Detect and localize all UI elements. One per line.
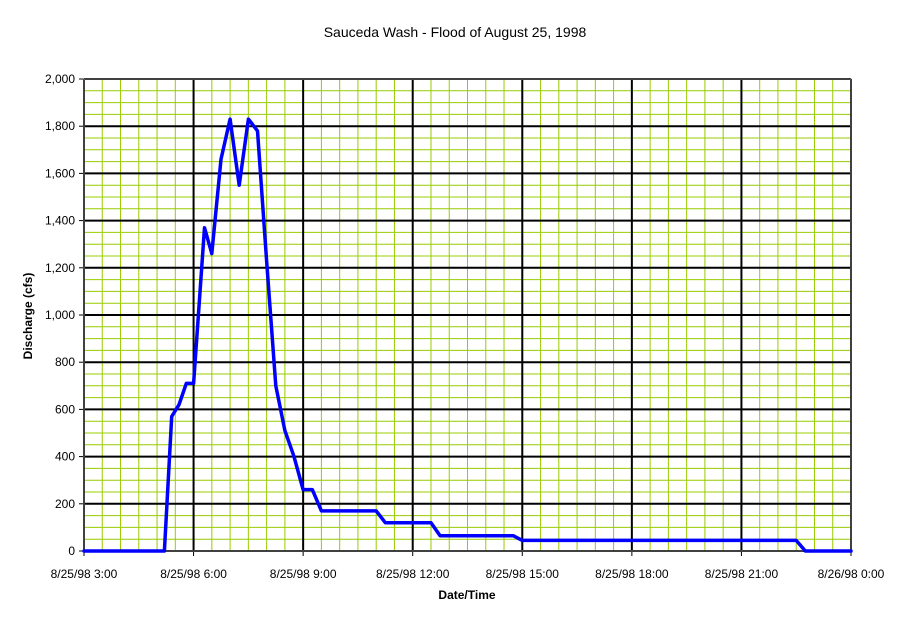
- y-tick-label: 1,000: [45, 308, 75, 322]
- y-axis-title: Discharge (cfs): [21, 273, 35, 360]
- x-tick-label: 8/25/98 3:00: [51, 567, 118, 581]
- plot-area: [79, 78, 853, 556]
- x-tick-label: 8/25/98 6:00: [160, 567, 227, 581]
- x-tick-label: 8/25/98 18:00: [595, 567, 669, 581]
- x-tick-label: 8/25/98 21:00: [705, 567, 779, 581]
- y-tick-label: 1,800: [45, 119, 75, 133]
- y-tick-label: 200: [55, 497, 75, 511]
- discharge-series-line: [82, 117, 853, 553]
- x-axis-title: Date/Time: [438, 588, 495, 602]
- x-tick-label: 8/25/98 12:00: [376, 567, 450, 581]
- y-tick-label: 1,200: [45, 261, 75, 275]
- y-tick-label: 1,600: [45, 166, 75, 180]
- chart-title: Sauceda Wash - Flood of August 25, 1998: [324, 24, 587, 40]
- x-tick-label: 8/26/98 0:00: [818, 567, 885, 581]
- plot-border: [83, 78, 852, 552]
- y-tick-label: 0: [68, 544, 75, 558]
- x-tick-label: 8/25/98 15:00: [486, 567, 560, 581]
- y-tick-label: 1,400: [45, 214, 75, 228]
- y-tick-label: 600: [55, 402, 75, 416]
- y-tick-label: 800: [55, 355, 75, 369]
- y-tick-label: 2,000: [45, 72, 75, 86]
- y-tick-label: 400: [55, 450, 75, 464]
- x-tick-label: 8/25/98 9:00: [270, 567, 337, 581]
